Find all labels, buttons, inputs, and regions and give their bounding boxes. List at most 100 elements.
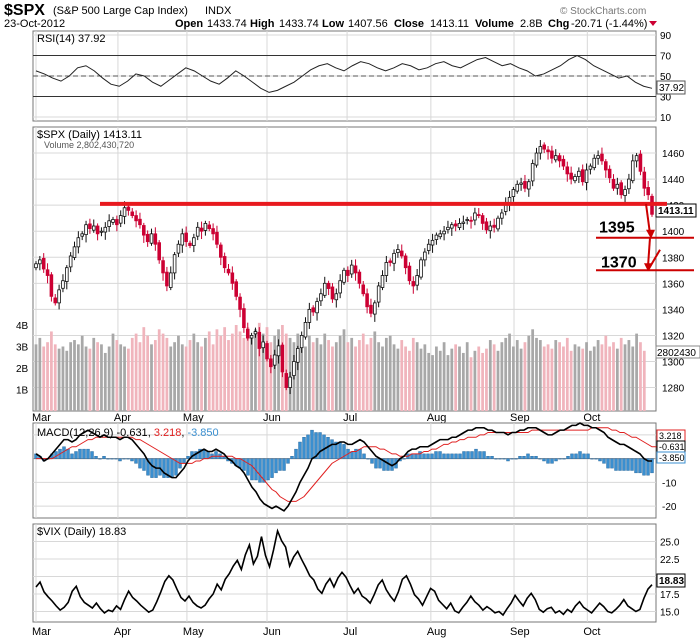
volume-bar <box>192 333 196 411</box>
macd-histogram-bar <box>150 458 154 478</box>
macd-histogram-bar <box>186 456 190 459</box>
volume-bar <box>161 333 165 411</box>
x-tick-label: Jul <box>343 412 357 424</box>
macd-histogram-bar <box>538 458 542 460</box>
volume-bar <box>50 331 53 411</box>
candle-body <box>577 170 581 177</box>
x-tick-label: Apr <box>114 412 131 424</box>
macd-histogram-bar <box>298 441 302 459</box>
candle-body <box>138 218 142 226</box>
macd-legend-label: MACD(12,26,9) <box>37 427 113 439</box>
candle-body <box>476 214 481 216</box>
candle-body <box>415 275 419 286</box>
candle-body <box>492 224 496 228</box>
macd-histogram-bar <box>122 458 126 460</box>
macd-histogram-bar <box>494 458 498 460</box>
volume-bar <box>531 329 535 411</box>
macd-histogram-bar <box>594 458 598 460</box>
macd-histogram-bar <box>622 458 626 471</box>
candle-body <box>276 345 281 357</box>
volume-bar <box>565 337 569 411</box>
candle-body <box>319 293 323 302</box>
candle-body <box>527 181 531 190</box>
candle-body <box>646 187 650 196</box>
volume-bar <box>46 342 49 411</box>
candle-body <box>550 150 554 159</box>
x-tick-label: Jul <box>343 626 357 638</box>
macd-histogram-bar <box>422 453 426 459</box>
volume-bar <box>608 346 612 411</box>
volume-bar <box>319 344 323 411</box>
macd-value-badge-value: -0.631 <box>659 442 685 452</box>
index-name: (S&P 500 Large Cap Index) <box>53 5 188 17</box>
candle-body <box>222 256 227 269</box>
candle-body <box>84 224 88 236</box>
candle-body <box>442 230 446 235</box>
volume-bar <box>53 344 57 411</box>
candle-body <box>176 243 181 254</box>
volume-bar <box>42 346 46 411</box>
macd-histogram-bar <box>482 451 486 459</box>
macd-histogram-bar <box>118 458 122 462</box>
open-label: Open <box>175 18 203 30</box>
volume-bar <box>373 331 377 411</box>
volume-bar <box>515 340 519 411</box>
macd-histogram-bar <box>542 458 546 462</box>
volume-label: Volume <box>475 18 514 30</box>
candle-body <box>330 286 335 300</box>
x-tick-label: May <box>183 412 204 424</box>
stockcharts-watermark: © StockCharts.com <box>560 6 646 17</box>
vix-tick-label: 17.5 <box>660 590 680 601</box>
volume-bar <box>73 340 76 411</box>
candle-body <box>272 354 277 366</box>
macd-histogram-bar <box>606 458 610 469</box>
macd-histogram-bar <box>138 458 142 469</box>
volume-bar <box>477 346 481 411</box>
volume-bar <box>96 342 99 411</box>
volume-bar <box>242 337 246 411</box>
candle-body <box>619 182 623 196</box>
macd-line <box>35 422 652 512</box>
volume-bar <box>585 342 588 411</box>
volume-bar <box>69 342 73 411</box>
volume-bar <box>558 342 561 411</box>
macd-histogram-bar <box>110 458 114 460</box>
candle-body <box>557 155 562 162</box>
candle-body <box>99 230 104 233</box>
macd-histogram-bar <box>294 448 298 459</box>
volume-bar <box>223 327 227 411</box>
volume-bar <box>589 350 592 411</box>
candle-body <box>338 280 342 294</box>
macd-histogram-bar <box>570 453 574 459</box>
price-tick-label: 1440 <box>662 175 685 186</box>
candle-body <box>134 215 138 222</box>
volume-bar <box>177 335 180 411</box>
macd-histogram-bar <box>490 456 494 459</box>
volume-bar <box>408 350 411 411</box>
macd-histogram-bar <box>142 458 146 471</box>
volume-bar <box>76 344 80 411</box>
x-tick-label: Oct <box>583 412 600 424</box>
macd-histogram-bar <box>134 458 138 464</box>
volume-bar <box>346 342 350 411</box>
macd-histogram-bar <box>90 451 94 459</box>
volume-bar <box>65 350 69 411</box>
x-tick-label: Mar <box>32 626 51 638</box>
volume-bar <box>377 342 381 411</box>
low-label: Low <box>322 18 344 30</box>
macd-histogram-bar <box>246 458 250 476</box>
volume-bar <box>157 329 161 411</box>
volume-bar <box>461 352 465 411</box>
ohlc-bar: Open 1433.74 High 1433.74 Low 1407.56 Cl… <box>175 18 657 30</box>
x-tick-label: Apr <box>114 626 131 638</box>
macd-histogram-bar <box>182 458 186 464</box>
macd-histogram-bar <box>546 458 550 464</box>
macd-histogram-bar <box>370 458 374 464</box>
volume-bar <box>153 340 157 411</box>
rsi-tick-label: 90 <box>660 31 672 42</box>
macd-histogram-bar <box>554 458 558 462</box>
volume-bar <box>369 337 373 411</box>
macd-histogram-bar <box>354 448 358 459</box>
volume-bar <box>100 344 103 411</box>
macd-histogram-bar <box>610 458 614 469</box>
